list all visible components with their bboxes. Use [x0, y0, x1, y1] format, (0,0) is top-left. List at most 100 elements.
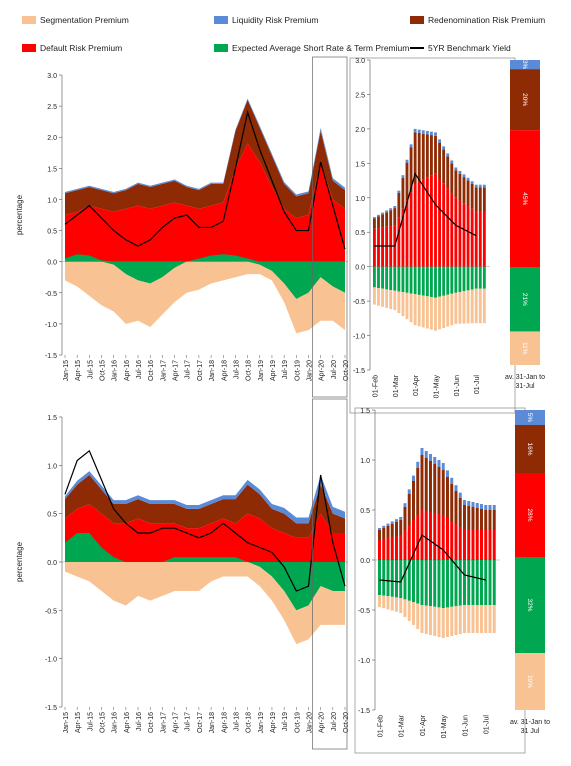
share-caption: 31 Jul [521, 728, 540, 735]
share-caption: 31-Jul [515, 383, 535, 390]
x-tick-label: Oct-16 [148, 360, 155, 381]
bar-liquidity [470, 181, 474, 184]
bar-default [417, 181, 421, 267]
bar-default [458, 527, 462, 560]
area-chart: 3.0 2.5 2.0 1.5 1.0 0.5 0.0 -0.5 -1.0 -1.5 percent… [15, 56, 350, 398]
share-label: 21% [521, 293, 528, 306]
area-short_rate [65, 562, 345, 611]
bar-short_rate [373, 266, 376, 288]
x-tick-label: Jan-16 [112, 712, 119, 734]
bar-redenomination [401, 177, 405, 209]
legend-item-segmentation: Segmentation Premium [22, 14, 129, 26]
bar-segmentation [382, 595, 386, 609]
bar-short_rate [424, 560, 428, 606]
y-tick-label: -1.0 [358, 658, 370, 665]
share-label: 3% [521, 60, 528, 70]
bar-redenomination [390, 524, 394, 537]
share-column: 3% 20% 45% 21% 11% av. 31-Jan to 31-Jul [505, 60, 545, 390]
bar-liquidity [378, 528, 381, 530]
bar-liquidity [430, 131, 433, 136]
x-tick-label: Apr-20 [319, 360, 326, 381]
bar-redenomination [458, 173, 462, 201]
bar-segmentation [401, 292, 405, 317]
benchmark-line [379, 534, 486, 583]
y-axis-label: percentage [15, 194, 24, 235]
bar-short_rate [466, 266, 470, 291]
bar-redenomination [385, 212, 389, 227]
bar-short_rate [442, 266, 446, 296]
share-label: 20% [521, 93, 528, 106]
bar-liquidity [462, 174, 466, 178]
legend-label: 5YR Benchmark Yield [428, 43, 511, 53]
bar-short_rate [467, 560, 471, 605]
bar-redenomination [437, 467, 441, 514]
bar-short_rate [482, 266, 486, 289]
share-label: 19% [526, 675, 533, 688]
bar-redenomination [416, 468, 420, 515]
bar-short_rate [420, 560, 424, 605]
bar-liquidity [382, 525, 386, 528]
x-tick-label: Jan-18 [209, 360, 216, 382]
y-tick-label: 1.5 [360, 408, 370, 415]
bar-short_rate [381, 266, 384, 289]
x-tick-label: Oct-20 [343, 360, 350, 381]
x-tick-label: Jul-18 [233, 360, 240, 379]
bar-redenomination [395, 522, 398, 536]
bar-segmentation [409, 293, 413, 323]
share-segment-segmentation [515, 653, 545, 710]
bar-short_rate [446, 266, 450, 295]
bar-default [480, 530, 483, 560]
bar-default [450, 192, 454, 267]
bar-default [458, 200, 462, 267]
bar-segmentation [386, 596, 390, 610]
y-tick-label: -1.5 [358, 708, 370, 715]
bar-redenomination [492, 510, 496, 530]
bar-short_rate [377, 266, 380, 289]
x-tick-label: Apr-19 [270, 360, 277, 381]
area-default [65, 504, 345, 562]
x-tick-label: Jul-19 [282, 712, 289, 731]
bar-liquidity [467, 501, 471, 506]
bar-short_rate [389, 266, 393, 291]
bar-liquidity [458, 492, 462, 498]
bar-liquidity [386, 523, 390, 526]
bar-liquidity [446, 153, 450, 157]
y-tick-label: 1.0 [47, 197, 57, 204]
y-tick-label: 1.5 [47, 415, 57, 422]
bar-segmentation [478, 288, 482, 324]
share-segment-default [515, 473, 545, 557]
legend-item-short-rate: Expected Average Short Rate & Term Premi… [214, 42, 409, 54]
bar-short_rate [425, 266, 429, 297]
bar-liquidity [466, 177, 470, 181]
bar-segmentation [467, 605, 471, 633]
x-tick-label: Oct-17 [197, 360, 204, 381]
bar-liquidity [373, 217, 376, 219]
x-tick-label: Apr-15 [75, 712, 82, 733]
bar-liquidity [450, 477, 454, 484]
bar-short_rate [454, 266, 458, 293]
bar-default [395, 536, 398, 560]
bar-short_rate [470, 266, 474, 290]
bar-segmentation [482, 288, 486, 324]
y-tick-label: 3.0 [355, 58, 365, 65]
bar-segmentation [393, 290, 397, 311]
bar-redenomination [389, 210, 393, 227]
bar-segmentation [454, 292, 458, 324]
x-tick-label: Jan-19 [258, 712, 265, 734]
legend-label: Liquidity Risk Premium [232, 15, 319, 25]
y-tick-label: 0.5 [47, 512, 57, 519]
bar-segmentation [373, 287, 376, 305]
bar-default [482, 211, 486, 267]
bar-redenomination [471, 507, 475, 530]
x-tick-label: Jan-16 [112, 360, 119, 382]
x-tick-label: Oct-20 [343, 712, 350, 733]
bar-redenomination [403, 507, 407, 530]
bar-default [474, 211, 478, 267]
bar-liquidity [385, 210, 389, 213]
bar-short_rate [378, 560, 381, 595]
y-tick-label: 0.5 [47, 229, 57, 236]
bar-default [430, 175, 433, 267]
y-tick-label: -0.5 [45, 291, 57, 298]
bar-default [386, 538, 390, 560]
